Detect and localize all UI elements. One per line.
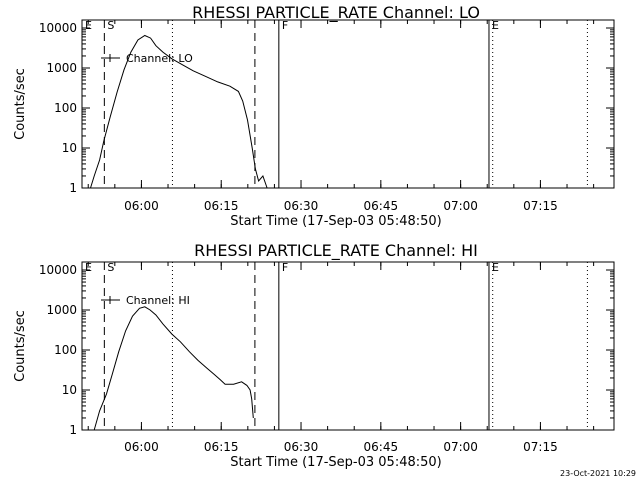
x-tick-label: 06:15: [204, 199, 239, 213]
chart-title: RHESSI PARTICLE_RATE Channel: HI: [194, 241, 478, 261]
marker-label: F: [282, 261, 288, 274]
x-tick-label: 06:45: [364, 440, 399, 454]
legend-label: Channel: HI: [126, 294, 190, 307]
x-axis-label: Start Time (17-Sep-03 05:48:50): [230, 455, 441, 470]
marker-label: E: [492, 19, 499, 32]
x-tick-label: 06:45: [364, 199, 399, 213]
series-line-1: [93, 306, 254, 431]
x-tick-label: 07:00: [443, 199, 478, 213]
chart-panel-2: RHESSI PARTICLE_RATE Channel: HI 1 10 100 10…: [13, 241, 615, 470]
plot-frame: [81, 19, 615, 189]
x-tick-label: 06:30: [284, 199, 319, 213]
x-tick-label: 06:15: [204, 440, 239, 454]
y-tick-label: 10000: [39, 21, 77, 35]
chart-panel-1: RHESSI PARTICLE_RATE Channel: LO 1 10 100 10…: [13, 3, 615, 229]
legend-label: Channel: LO: [126, 52, 193, 65]
panels: RHESSI PARTICLE_RATE Channel: LO11010010…: [13, 3, 615, 470]
x-tick-label: 07:15: [523, 440, 558, 454]
y-tick-label: 10: [62, 383, 77, 397]
x-tick-label: 06:00: [124, 199, 159, 213]
marker-label: S: [107, 261, 114, 274]
x-tick-label: 07:00: [443, 440, 478, 454]
y-tick-label: 100: [54, 343, 77, 357]
chart-title: RHESSI PARTICLE_RATE Channel: LO: [192, 3, 480, 23]
footer-timestamp: 23-Oct-2021 10:29: [560, 469, 636, 478]
marker-label: E: [85, 261, 92, 274]
marker-label: E: [85, 19, 92, 32]
y-tick-label: 1: [69, 423, 77, 437]
y-tick-label: 1000: [46, 303, 77, 317]
x-tick-label: 07:15: [523, 199, 558, 213]
y-tick-label: 10000: [39, 263, 77, 277]
marker-label: S: [107, 19, 114, 32]
marker-label: F: [282, 19, 288, 32]
y-tick-label: 10: [62, 141, 77, 155]
y-tick-label: 100: [54, 101, 77, 115]
plot-frame: [81, 261, 615, 431]
x-axis-label: Start Time (17-Sep-03 05:48:50): [230, 214, 441, 229]
series-line-1: [90, 34, 268, 189]
x-tick-label: 06:30: [284, 440, 319, 454]
marker-label: E: [492, 261, 499, 274]
x-tick-label: 06:00: [124, 440, 159, 454]
y-axis-label: Counts/sec: [13, 310, 28, 382]
y-tick-label: 1000: [46, 61, 77, 75]
y-tick-label: 1: [69, 181, 77, 195]
y-axis-label: Counts/sec: [13, 68, 28, 140]
